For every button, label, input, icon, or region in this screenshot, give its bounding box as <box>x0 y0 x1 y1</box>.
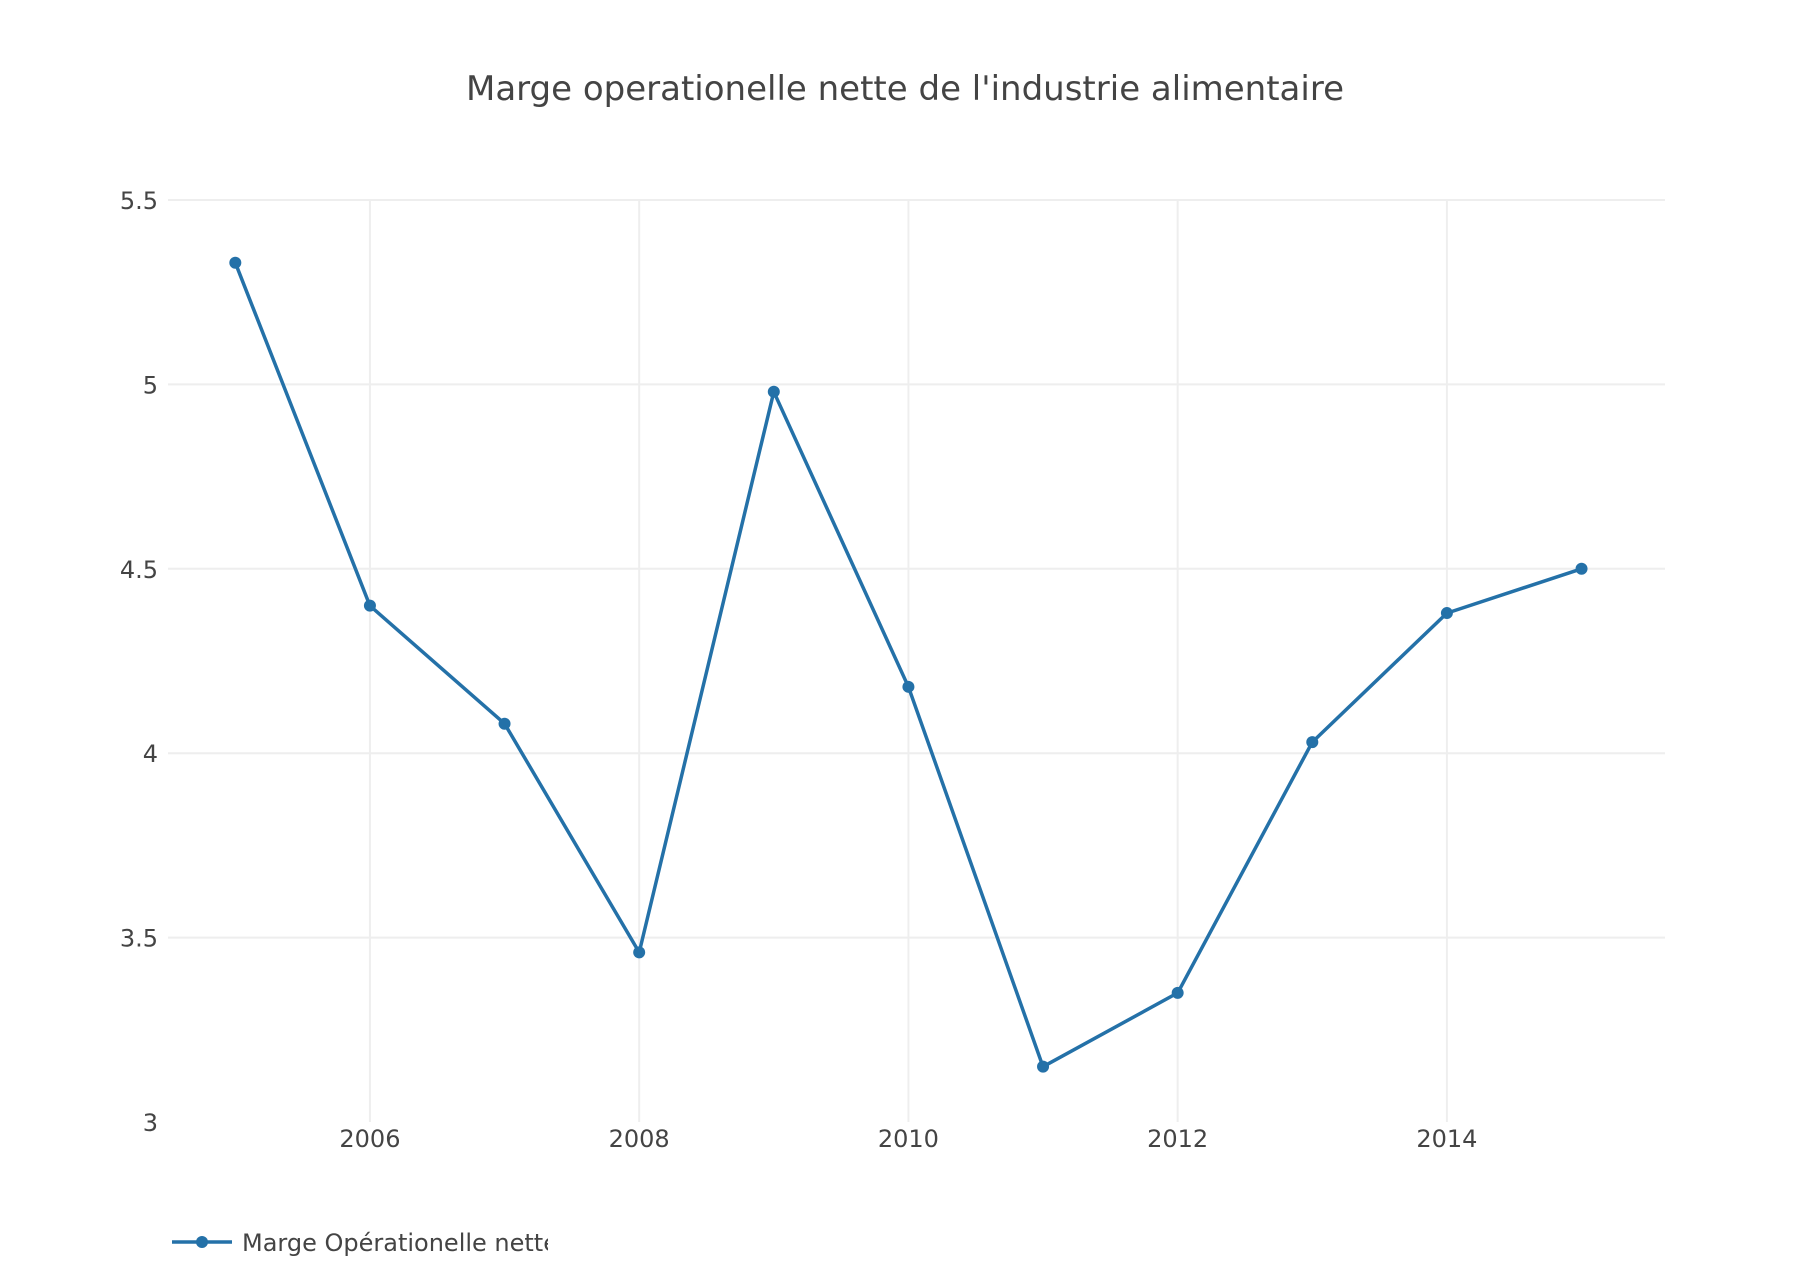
data-point[interactable] <box>767 385 780 398</box>
data-point[interactable] <box>1171 986 1184 999</box>
y-tick-label: 3 <box>143 1109 158 1137</box>
data-point[interactable] <box>498 717 511 730</box>
x-tick-label: 2008 <box>609 1125 670 1153</box>
data-point[interactable] <box>229 256 242 269</box>
data-point[interactable] <box>1575 562 1588 575</box>
chart-title: Marge operationelle nette de l'industrie… <box>466 69 1344 109</box>
legend[interactable]: Marge Opérationelle nette <box>172 1229 558 1257</box>
data-point[interactable] <box>902 680 915 693</box>
y-tick-label: 5.5 <box>120 187 158 215</box>
data-point[interactable] <box>1037 1060 1050 1073</box>
data-point[interactable] <box>363 599 376 612</box>
y-tick-label: 4.5 <box>120 556 158 584</box>
y-tick-label: 3.5 <box>120 925 158 953</box>
x-tick-label: 2006 <box>339 1125 400 1153</box>
data-point[interactable] <box>633 946 646 959</box>
x-axis-ticks: 2006 2008 2010 2012 2014 <box>339 1125 1477 1153</box>
y-axis-ticks: 3 3.5 4 4.5 5 5.5 <box>120 187 158 1137</box>
data-point[interactable] <box>1306 736 1319 749</box>
y-tick-label: 4 <box>143 740 158 768</box>
legend-label: Marge Opérationelle nette <box>242 1229 558 1257</box>
legend-marker-swatch <box>196 1236 208 1248</box>
grid-layer <box>168 199 1665 1122</box>
series-layer <box>229 256 1588 1073</box>
data-point[interactable] <box>1440 607 1453 620</box>
x-tick-label: 2014 <box>1416 1125 1477 1153</box>
y-tick-label: 5 <box>143 371 158 399</box>
x-tick-label: 2010 <box>878 1125 939 1153</box>
x-tick-label: 2012 <box>1147 1125 1208 1153</box>
